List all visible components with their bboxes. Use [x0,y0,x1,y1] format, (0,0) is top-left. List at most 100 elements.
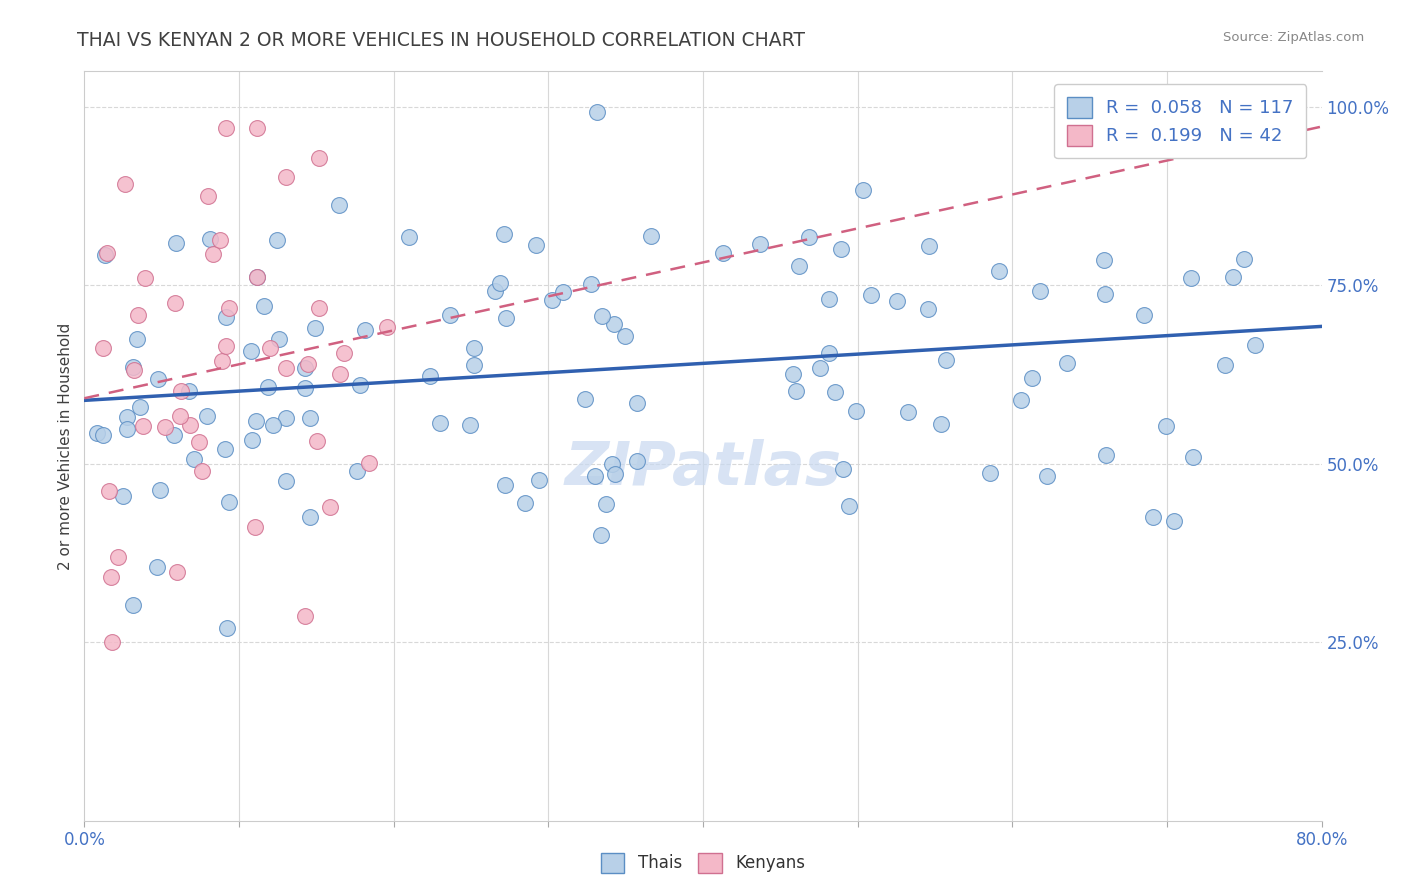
Point [276,474,298,488]
Point [112,489,135,503]
Point [169,409,191,424]
Point [115,410,138,425]
Point [146,560,169,574]
Point [262,418,284,433]
Point [613,329,636,343]
Point [602,457,624,471]
Point [1094,448,1116,462]
Point [492,227,515,241]
Point [201,247,224,261]
Point [114,177,136,191]
Point [1181,450,1204,464]
Point [91,428,114,442]
Point [239,344,262,359]
Point [246,121,269,136]
Point [86,425,108,440]
Point [1222,269,1244,284]
Point [896,405,918,419]
Point [1180,271,1202,285]
Point [94,248,117,262]
Point [299,509,322,524]
Point [852,182,875,196]
Point [1036,469,1059,483]
Point [513,496,536,510]
Point [297,357,319,371]
Point [489,277,512,291]
Point [1133,308,1156,322]
Point [1243,338,1265,352]
Point [987,263,1010,277]
Point [1154,419,1177,434]
Point [918,239,941,253]
Point [179,417,201,432]
Point [463,341,485,355]
Point [818,293,841,307]
Legend: R =  0.058   N = 117, R =  0.199   N = 42: R = 0.058 N = 117, R = 0.199 N = 42 [1054,84,1306,159]
Text: ZIPatlas: ZIPatlas [564,439,842,498]
Point [1092,253,1115,268]
Point [832,462,855,476]
Point [640,228,662,243]
Point [166,565,188,579]
Point [214,442,236,457]
Point [540,293,562,308]
Point [197,409,219,424]
Point [484,284,506,298]
Point [274,170,297,185]
Point [1157,100,1180,114]
Point [304,320,326,334]
Point [463,358,485,372]
Point [165,236,187,251]
Point [844,404,866,418]
Point [100,570,122,584]
Point [257,380,280,394]
Point [929,417,952,431]
Point [782,367,804,381]
Point [98,484,121,499]
Point [245,519,267,533]
Point [134,271,156,285]
Point [398,230,420,244]
Point [101,635,124,649]
Point [163,428,186,442]
Point [626,396,648,410]
Point [527,473,550,487]
Point [319,500,342,515]
Point [808,360,831,375]
Point [1021,370,1043,384]
Point [574,392,596,406]
Point [585,468,607,483]
Y-axis label: 2 or more Vehicles in Household: 2 or more Vehicles in Household [58,322,73,570]
Point [586,104,609,119]
Point [979,466,1001,480]
Point [935,352,957,367]
Point [824,384,846,399]
Point [787,260,810,274]
Point [799,230,821,244]
Point [240,434,263,448]
Point [294,381,316,395]
Point [308,151,330,165]
Text: Source: ZipAtlas.com: Source: ZipAtlas.com [1223,31,1364,45]
Point [860,288,883,302]
Point [96,246,118,260]
Point [259,341,281,355]
Point [132,419,155,434]
Point [149,483,172,497]
Point [419,369,441,384]
Point [494,477,516,491]
Point [838,500,860,514]
Point [591,309,613,323]
Point [125,332,148,346]
Point [595,497,617,511]
Point [245,414,267,428]
Point [1094,286,1116,301]
Point [333,346,356,360]
Point [163,296,186,310]
Point [266,233,288,247]
Point [215,121,238,136]
Text: THAI VS KENYAN 2 OR MORE VEHICLES IN HOUSEHOLD CORRELATION CHART: THAI VS KENYAN 2 OR MORE VEHICLES IN HOU… [77,31,806,50]
Point [267,332,290,346]
Point [215,339,238,353]
Point [218,495,240,509]
